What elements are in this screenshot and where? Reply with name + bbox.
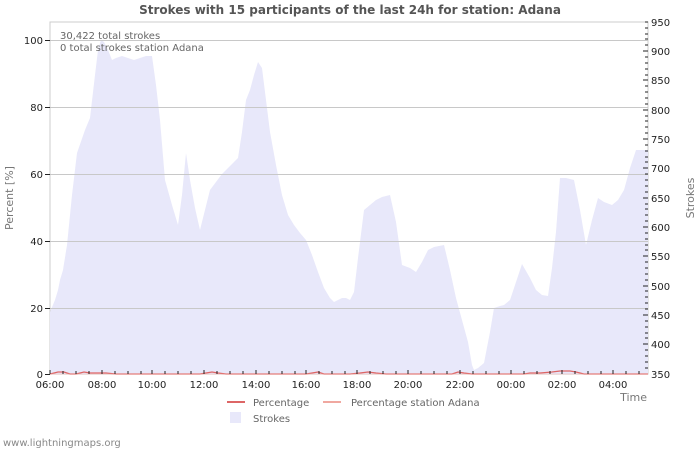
svg-text:450: 450 [651,311,670,322]
legend-percentage-station-label: Percentage station Adana [351,398,480,409]
svg-text:60: 60 [30,170,43,181]
left-axis-ticks [45,40,50,375]
svg-text:02:00: 02:00 [548,380,577,391]
x-axis-ticks [49,370,640,374]
total-strokes-text: 30,422 total strokes [60,31,160,42]
left-axis-labels: 100 80 60 40 20 0 [24,36,43,381]
right-axis-labels: 950 900 850 800 750 700 650 600 550 500 … [651,18,670,381]
chart-title: Strokes with 15 participants of the last… [139,3,561,17]
station-strokes-text: 0 total strokes station Adana [60,43,204,54]
svg-text:14:00: 14:00 [242,380,271,391]
svg-text:18:00: 18:00 [343,380,372,391]
svg-text:500: 500 [651,282,670,293]
svg-text:16:00: 16:00 [292,380,321,391]
legend-strokes-label: Strokes [253,414,290,425]
strokes-area [50,40,648,374]
svg-text:550: 550 [651,252,670,263]
svg-text:850: 850 [651,76,670,87]
svg-text:900: 900 [651,47,670,58]
left-axis-title: Percent [%] [3,166,16,230]
svg-text:12:00: 12:00 [190,380,219,391]
svg-text:22:00: 22:00 [446,380,475,391]
grid-lines [50,40,648,309]
svg-text:00:00: 00:00 [497,380,526,391]
right-axis-title: Strokes [684,177,697,218]
svg-text:40: 40 [30,237,43,248]
x-axis-labels: 06:00 08:00 10:00 12:00 14:00 16:00 18:0… [36,380,628,391]
svg-text:100: 100 [24,36,43,47]
x-axis-title: Time [619,391,647,404]
svg-text:350: 350 [651,370,670,381]
legend: Percentage Percentage station Adana Stro… [227,398,480,425]
right-axis-ticks [643,21,648,369]
svg-text:950: 950 [651,18,670,29]
svg-text:650: 650 [651,194,670,205]
svg-text:20: 20 [30,304,43,315]
svg-text:10:00: 10:00 [138,380,167,391]
legend-percentage-label: Percentage [253,398,309,409]
svg-text:750: 750 [651,135,670,146]
svg-text:08:00: 08:00 [88,380,117,391]
legend-strokes-swatch [230,412,241,423]
svg-text:0: 0 [37,370,43,381]
svg-text:80: 80 [30,103,43,114]
svg-text:04:00: 04:00 [599,380,628,391]
svg-text:06:00: 06:00 [36,380,65,391]
svg-text:600: 600 [651,223,670,234]
svg-text:20:00: 20:00 [394,380,423,391]
footer-credit: www.lightningmaps.org [3,438,121,449]
svg-text:700: 700 [651,164,670,175]
svg-text:800: 800 [651,106,670,117]
svg-text:400: 400 [651,340,670,351]
